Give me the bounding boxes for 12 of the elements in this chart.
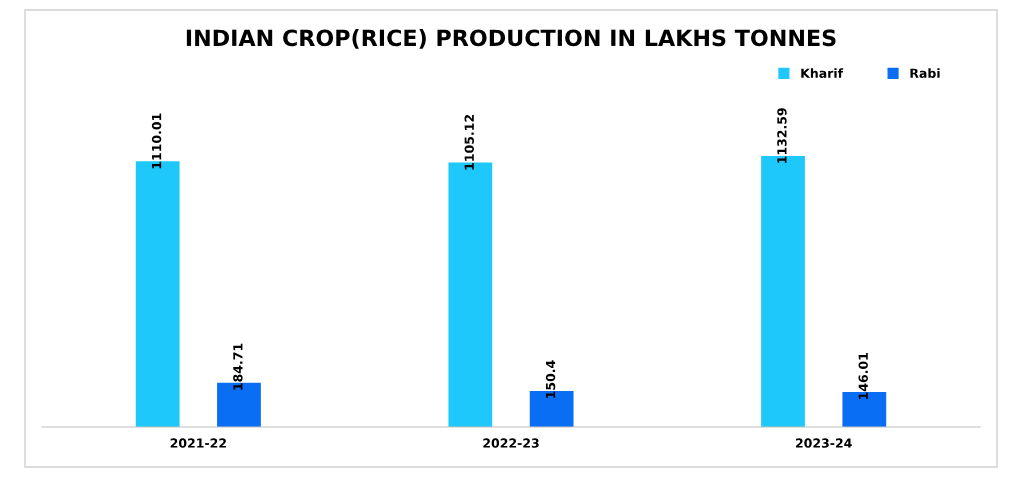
data-label: 184.71 xyxy=(233,343,243,390)
x-tick-label: 2022-23 xyxy=(483,438,539,448)
data-label: 1110.01 xyxy=(151,113,162,169)
chart-title: INDIAN CROP(RICE) PRODUCTION IN LAKHS TONNES xyxy=(186,29,836,49)
x-tick-label: 2023-24 xyxy=(795,438,852,448)
legend-label: Rabi xyxy=(910,68,940,78)
data-label: 146.01 xyxy=(858,353,868,399)
data-label: 1132.59 xyxy=(777,108,787,163)
legend-label: Kharif xyxy=(801,68,844,78)
x-tick-label: 2021-22 xyxy=(170,438,226,448)
data-label: 1105.12 xyxy=(464,115,474,170)
data-label: 150.4 xyxy=(545,360,556,398)
